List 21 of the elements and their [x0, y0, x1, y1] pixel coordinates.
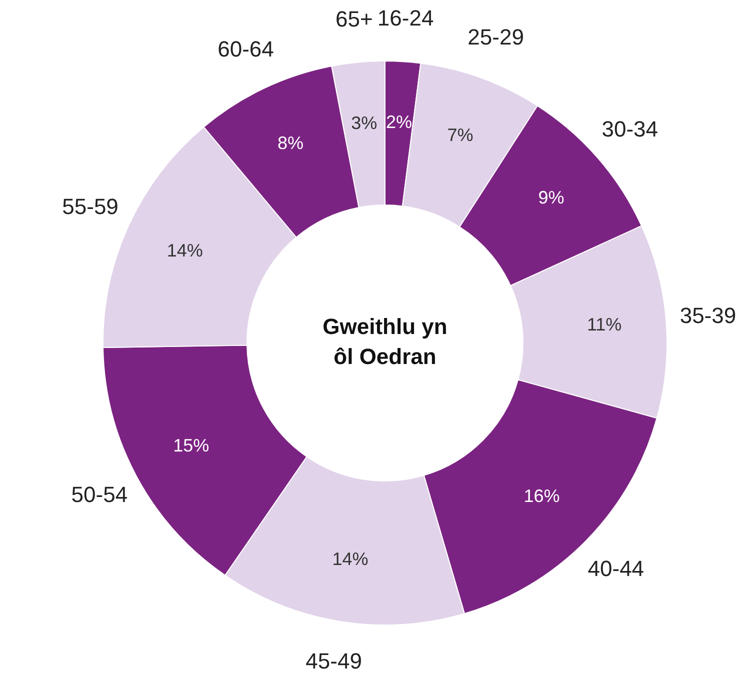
slice-label: 45-49 [306, 648, 362, 674]
data-label: 15% [173, 436, 210, 456]
slice-label: 30-34 [602, 116, 658, 142]
data-label: 9% [538, 188, 564, 208]
data-label: 7% [447, 125, 474, 146]
slice-label: 65+ [336, 6, 373, 32]
data-label: 16% [524, 486, 560, 506]
data-label: 8% [277, 133, 304, 154]
slice-label: 35-39 [680, 303, 736, 328]
data-label: 3% [351, 112, 378, 133]
slice-label: 55-59 [62, 194, 118, 220]
slice-label: 50-54 [71, 482, 128, 507]
slice-label: 40-44 [588, 556, 644, 582]
slice-label: 25-29 [468, 24, 524, 50]
text: Gweithlu yn ôl Oedran [322, 314, 448, 369]
data-label: 14% [166, 240, 203, 260]
data-label: 11% [586, 314, 622, 334]
data-label: 14% [332, 548, 368, 569]
slice-label: 60-64 [218, 36, 274, 62]
data-label: 2% [386, 112, 412, 132]
slice-label: 16-24 [377, 5, 434, 30]
